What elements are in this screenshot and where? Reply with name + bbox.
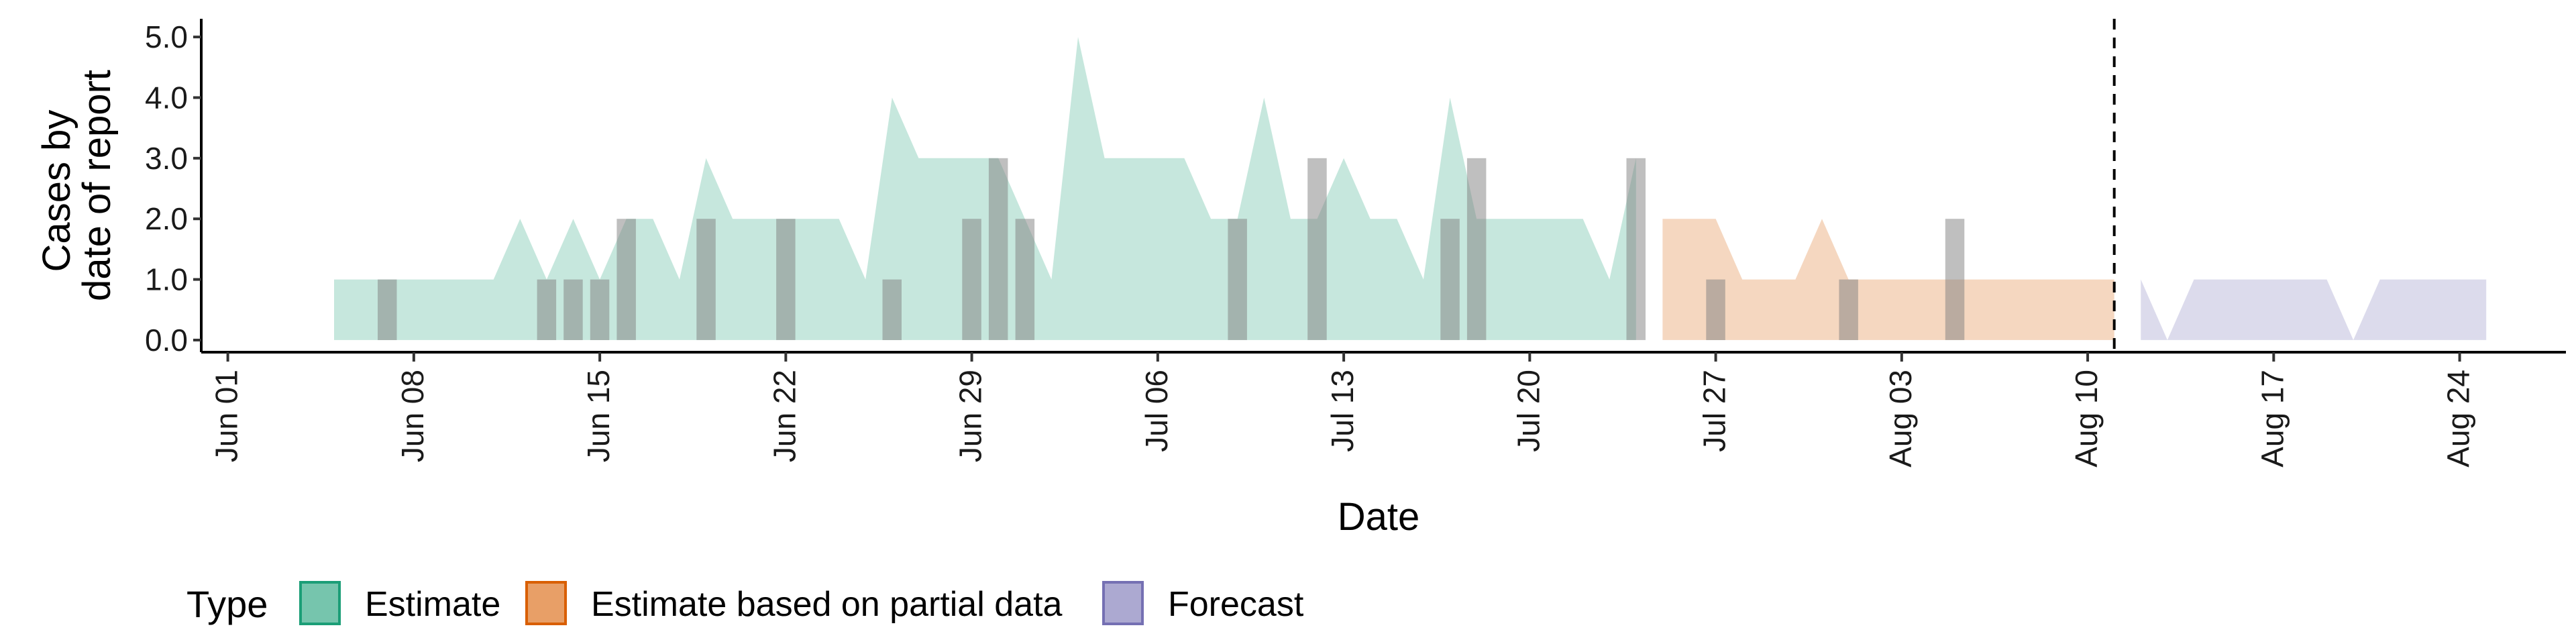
- observed-bar: [1015, 219, 1035, 340]
- observed-bar: [1307, 158, 1327, 340]
- observed-bar: [590, 279, 610, 340]
- observed-bar: [616, 219, 636, 340]
- x-tick-label: Jun 15: [581, 370, 616, 462]
- observed-bar: [962, 219, 981, 340]
- observed-bar: [1228, 219, 1247, 340]
- x-tick-label: Aug 24: [2441, 370, 2476, 468]
- observed-bar: [1945, 219, 1965, 340]
- x-tick-label: Aug 10: [2069, 370, 2104, 468]
- axes: [200, 19, 2566, 354]
- observed-bar: [564, 279, 583, 340]
- legend-swatch: [299, 581, 341, 625]
- observed-bar: [1706, 279, 1725, 340]
- legend-swatch: [1102, 581, 1144, 625]
- observed-bar: [537, 279, 557, 340]
- observed-bar: [1466, 158, 1487, 340]
- y-axis-title-line-1: Cases by: [35, 110, 78, 272]
- y-tick-label: 3.0: [145, 141, 188, 176]
- legend: Type Estimate Estimate based on partial d…: [186, 581, 1304, 625]
- y-axis-title-line-2: date of report: [75, 70, 119, 301]
- x-tick-label: Jul 27: [1697, 370, 1732, 452]
- y-tick-label: 5.0: [145, 19, 188, 54]
- x-axis-title: Date: [1338, 495, 1420, 539]
- y-tick-label: 1.0: [145, 262, 188, 297]
- observed-bar: [696, 219, 716, 340]
- y-axis-ticks: 0.0 1.0 2.0 3.0 4.0 5.0: [145, 19, 201, 358]
- legend-label: Estimate based on partial data: [591, 585, 1063, 624]
- area-series-3: [2141, 279, 2487, 340]
- observed-bar: [1440, 219, 1460, 340]
- observed-bar: [378, 279, 397, 340]
- x-tick-label: Jun 29: [953, 370, 988, 462]
- x-tick-label: Aug 03: [1883, 370, 1918, 468]
- observed-bars: [378, 158, 1965, 340]
- y-axis-title: Cases by date of report: [35, 70, 119, 301]
- observed-bar: [1839, 279, 1858, 340]
- y-tick-label: 4.0: [145, 80, 188, 115]
- series-areas: [334, 37, 2487, 340]
- legend-label: Estimate: [365, 585, 500, 624]
- y-tick-label: 0.0: [145, 323, 188, 358]
- y-tick-label: 2.0: [145, 201, 188, 236]
- observed-bar: [1626, 158, 1646, 340]
- x-tick-label: Jul 13: [1325, 370, 1360, 452]
- legend-title: Type: [186, 583, 268, 625]
- observed-bar: [988, 158, 1008, 340]
- x-tick-label: Aug 17: [2255, 370, 2290, 468]
- observed-bar: [776, 219, 796, 340]
- x-tick-label: Jul 20: [1511, 370, 1546, 452]
- x-tick-label: Jun 08: [395, 370, 430, 462]
- x-tick-label: Jun 22: [767, 370, 802, 462]
- legend-label: Forecast: [1168, 585, 1304, 624]
- area-series-2: [1662, 219, 2114, 340]
- legend-swatch: [525, 581, 567, 625]
- x-axis-ticks: Jun 01 Jun 08 Jun 15 Jun 22 Jun 29 Jul 06 Jul …: [209, 352, 2476, 468]
- x-tick-label: Jun 01: [209, 370, 244, 462]
- observed-bar: [882, 279, 902, 340]
- x-tick-label: Jul 06: [1139, 370, 1174, 452]
